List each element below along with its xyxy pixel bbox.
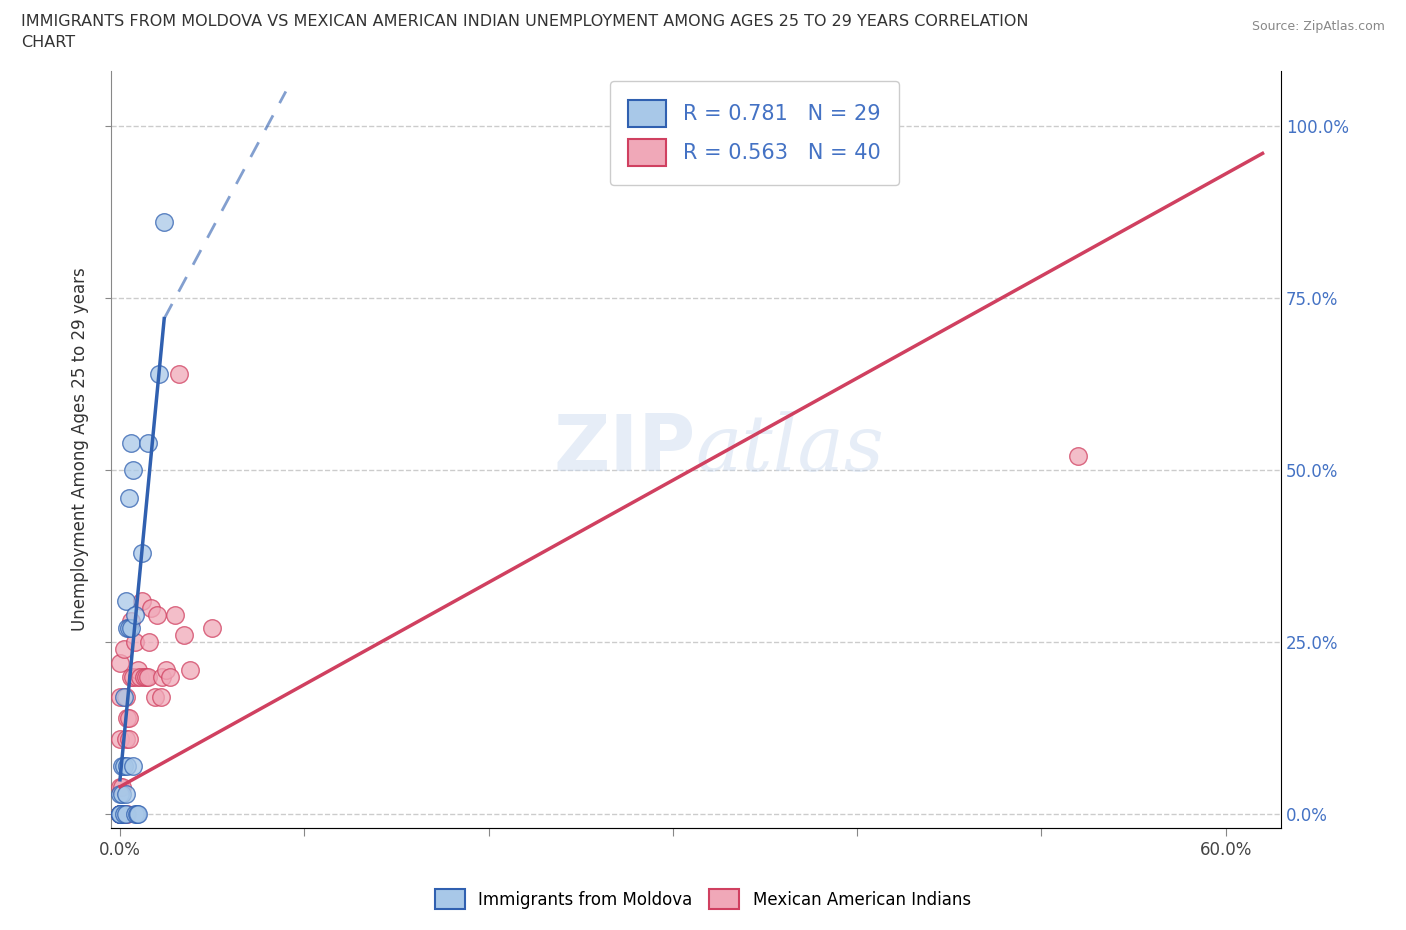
Point: [125, 669, 148, 684]
Point: [146, 607, 169, 622]
Point: [118, 490, 141, 505]
Point: [167, 366, 190, 381]
Point: [120, 614, 142, 629]
Point: [124, 634, 146, 649]
Text: IMMIGRANTS FROM MOLDOVA VS MEXICAN AMERICAN INDIAN UNEMPLOYMENT AMONG AGES 25 TO: IMMIGRANTS FROM MOLDOVA VS MEXICAN AMERI…: [21, 14, 1029, 29]
Point: [114, 731, 136, 746]
Point: [118, 621, 141, 636]
Text: Source: ZipAtlas.com: Source: ZipAtlas.com: [1251, 20, 1385, 33]
Point: [108, 807, 131, 822]
Point: [111, 779, 134, 794]
Point: [124, 807, 146, 822]
Point: [114, 786, 136, 801]
Point: [111, 759, 134, 774]
Point: [112, 690, 135, 705]
Point: [120, 435, 142, 450]
Point: [108, 807, 131, 822]
Point: [127, 807, 149, 822]
Text: atlas: atlas: [696, 411, 884, 487]
Point: [120, 669, 142, 684]
Point: [135, 669, 157, 684]
Point: [1067, 449, 1090, 464]
Text: CHART: CHART: [21, 35, 75, 50]
Point: [108, 779, 131, 794]
Point: [131, 593, 153, 608]
Text: ZIP: ZIP: [554, 411, 696, 487]
Point: [118, 731, 141, 746]
Point: [111, 786, 134, 801]
Point: [117, 621, 139, 636]
Point: [112, 759, 135, 774]
Point: [201, 621, 224, 636]
Point: [112, 642, 135, 657]
Point: [122, 669, 145, 684]
Point: [108, 807, 131, 822]
Point: [122, 759, 145, 774]
Point: [153, 215, 176, 230]
Point: [108, 807, 131, 822]
Point: [179, 662, 201, 677]
Point: [122, 462, 145, 477]
Point: [141, 600, 163, 615]
Point: [112, 807, 135, 822]
Point: [136, 435, 159, 450]
Point: [108, 731, 131, 746]
Point: [127, 662, 149, 677]
Point: [132, 669, 155, 684]
Point: [114, 593, 136, 608]
Point: [112, 807, 135, 822]
Point: [159, 669, 181, 684]
Point: [149, 690, 172, 705]
Point: [143, 690, 166, 705]
Point: [114, 807, 136, 822]
Point: [150, 669, 173, 684]
Point: [173, 628, 195, 643]
Point: [165, 607, 187, 622]
Point: [108, 807, 131, 822]
Point: [129, 669, 152, 684]
Point: [117, 807, 139, 822]
Point: [108, 690, 131, 705]
Legend: Immigrants from Moldova, Mexican American Indians: Immigrants from Moldova, Mexican America…: [427, 881, 979, 917]
Point: [125, 807, 148, 822]
Point: [124, 607, 146, 622]
Point: [108, 786, 131, 801]
Point: [108, 807, 131, 822]
Point: [118, 711, 141, 725]
Point: [117, 711, 139, 725]
Legend: R = 0.781   N = 29, R = 0.563   N = 40: R = 0.781 N = 29, R = 0.563 N = 40: [610, 81, 898, 185]
Point: [117, 759, 139, 774]
Point: [136, 669, 159, 684]
Point: [131, 545, 153, 560]
Point: [108, 656, 131, 671]
Point: [155, 662, 177, 677]
Point: [138, 634, 160, 649]
Y-axis label: Unemployment Among Ages 25 to 29 years: Unemployment Among Ages 25 to 29 years: [72, 268, 89, 631]
Point: [148, 366, 170, 381]
Point: [120, 621, 142, 636]
Point: [114, 690, 136, 705]
